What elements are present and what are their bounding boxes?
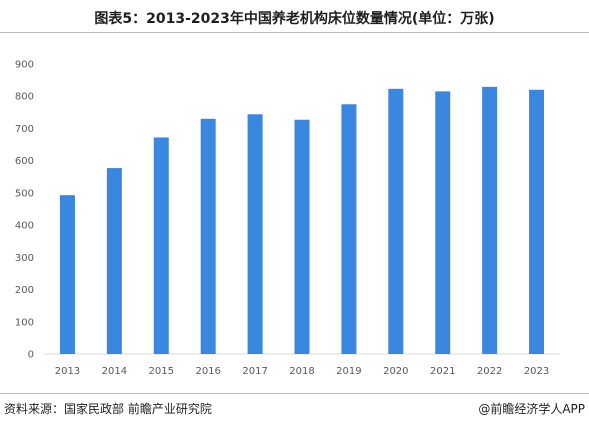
bar-2018 (294, 119, 310, 354)
y-tick-label: 400 (15, 221, 34, 232)
y-tick-label: 600 (15, 156, 34, 167)
bar-2017 (247, 114, 263, 355)
bar-2021 (435, 91, 451, 354)
x-tick-label: 2021 (430, 366, 455, 377)
x-tick-label: 2019 (336, 366, 361, 377)
y-tick-label: 900 (15, 60, 34, 71)
bar-series (59, 86, 545, 355)
x-tick-label: 2018 (289, 366, 314, 377)
bar-2020 (388, 88, 404, 355)
title-divider (0, 32, 589, 33)
x-axis: 2013 2014 2015 2016 2017 2018 2019 2020 2021 2022… (55, 366, 550, 377)
x-tick-label: 2022 (477, 366, 502, 377)
y-tick-label: 100 (15, 317, 34, 328)
x-tick-label: 2017 (242, 366, 267, 377)
credit-note: @前瞻经济学人APP (478, 402, 585, 416)
y-tick-label: 0 (28, 350, 34, 361)
x-tick-label: 2016 (195, 366, 220, 377)
x-tick-label: 2020 (383, 366, 408, 377)
x-tick-label: 2023 (524, 366, 549, 377)
source-note: 资料来源：国家民政部 前瞻产业研究院 (4, 402, 212, 416)
y-tick-label: 200 (15, 285, 34, 296)
x-tick-label: 2014 (102, 366, 127, 377)
footer-divider (0, 393, 589, 394)
y-tick-label: 500 (15, 188, 34, 199)
y-axis: 0 100 200 300 400 500 600 700 800 900 (15, 60, 34, 361)
x-tick-label: 2013 (55, 366, 80, 377)
bar-2014 (106, 168, 122, 354)
bar-2019 (341, 104, 357, 355)
bar-2015 (153, 137, 169, 354)
bar-2022 (482, 86, 498, 354)
x-tick-label: 2015 (149, 366, 174, 377)
y-tick-label: 700 (15, 124, 34, 135)
y-tick-label: 300 (15, 253, 34, 264)
y-tick-label: 800 (15, 92, 34, 103)
bar-2016 (200, 118, 216, 355)
bar-2013 (59, 195, 75, 354)
chart-title: 图表5：2013-2023年中国养老机构床位数量情况(单位：万张) (94, 11, 495, 27)
bar-2023 (529, 89, 545, 355)
